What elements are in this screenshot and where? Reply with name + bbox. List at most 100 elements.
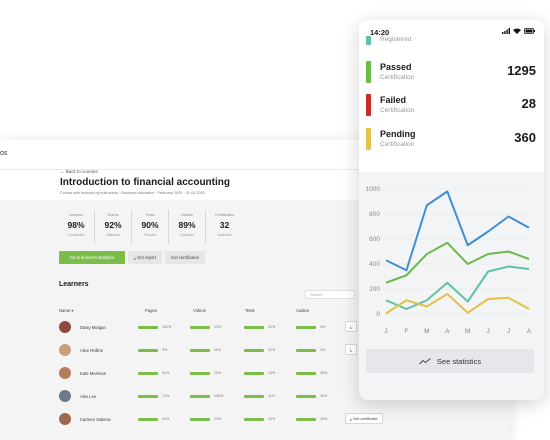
cert-name: Passed xyxy=(380,62,412,72)
y-tick-label: 400 xyxy=(369,261,380,268)
audios-bar xyxy=(296,372,316,375)
back-link-label: Back to courses xyxy=(65,169,98,174)
stat-audios: Audios 89% Listened xyxy=(169,210,206,244)
arrow-left-icon: ← xyxy=(60,169,65,174)
column-videos: Videos xyxy=(193,308,206,313)
x-tick-label: J xyxy=(384,328,387,335)
stat-value: 90% xyxy=(141,220,159,230)
y-tick-label: 600 xyxy=(369,236,380,243)
stat-tests: Tests 90% Passed xyxy=(132,210,169,244)
pages-value: 71% xyxy=(162,394,170,398)
pages-value: 9% xyxy=(162,348,168,352)
pages-value: 41% xyxy=(162,417,170,421)
learner-name: Carmen Valence xyxy=(80,417,111,422)
status-time: 14:20 xyxy=(370,28,390,37)
videos-value: 11% xyxy=(214,348,221,352)
download-icon: ⤓ xyxy=(350,324,352,329)
get-certificate-label: Get certificate xyxy=(352,416,378,421)
cert-passed: Passed Certification 1295 xyxy=(366,61,536,85)
trend-icon xyxy=(419,357,431,364)
audios-bar xyxy=(296,418,316,421)
status-bar: 14:20 xyxy=(359,20,544,42)
table-row[interactable]: Alex Lee 71% 100% 11% 16% xyxy=(59,385,404,408)
pages-bar xyxy=(138,395,158,398)
cert-failed: Failed Certification 28 xyxy=(366,94,536,118)
cert-sub: Certification xyxy=(380,74,415,81)
learner-statistics-button[interactable]: Go to learner's statistics xyxy=(59,251,125,264)
status-icons xyxy=(502,28,535,34)
cert-count: 1295 xyxy=(507,63,536,78)
videos-value: 13% xyxy=(214,325,222,329)
cert-color-stripe xyxy=(366,61,371,83)
videos-bar xyxy=(190,372,210,375)
course-meta: Course with lectures by instructors · Bu… xyxy=(60,191,205,195)
x-tick-label: M xyxy=(465,328,470,335)
pages-bar xyxy=(138,326,158,329)
cert-sub: Registered xyxy=(380,36,412,43)
series-line-1 xyxy=(385,241,530,284)
series-line-3 xyxy=(385,293,530,315)
tests-value: 12% xyxy=(268,325,276,329)
column-name[interactable]: Name ▾ xyxy=(59,308,74,313)
stat-sub: Completed xyxy=(67,233,85,237)
download-icon: ⤓ xyxy=(134,255,138,260)
chart-panel: 0 200 400 600 800 1000 J F M A M J J A See statistics xyxy=(359,172,544,400)
avatar xyxy=(59,413,71,425)
videos-bar xyxy=(190,418,210,421)
learner-name: Kate Morrison xyxy=(80,371,107,376)
tests-bar xyxy=(244,418,264,421)
cert-name: Pending xyxy=(380,129,416,139)
stat-label: Audios xyxy=(181,213,193,217)
desktop-header: os xyxy=(0,140,510,170)
cert-color-stripe xyxy=(366,94,371,116)
column-pages: Pages xyxy=(145,308,157,313)
line-chart: 0 200 400 600 800 1000 J F M A M J J A xyxy=(366,186,532,335)
back-link[interactable]: ← Back to courses xyxy=(60,169,98,174)
x-tick-label: M xyxy=(424,328,429,335)
get-certificates-button[interactable]: Get certificates xyxy=(164,251,205,264)
stat-value: 92% xyxy=(104,220,122,230)
series-line-2 xyxy=(385,265,530,310)
audios-bar xyxy=(296,326,316,329)
tests-bar xyxy=(244,395,264,398)
see-statistics-button[interactable]: See statistics xyxy=(366,349,534,373)
get-report-button[interactable]: ⤓ Get report xyxy=(128,251,162,264)
audios-value: 16% xyxy=(320,394,328,398)
x-tick-label: J xyxy=(507,328,510,335)
videos-bar xyxy=(190,326,210,329)
phone-frame: 14:20 Registered Passed Certification 12… xyxy=(359,20,544,400)
x-tick-label: F xyxy=(404,328,408,335)
avatar xyxy=(59,344,71,356)
get-certificate-button[interactable]: ⤓ xyxy=(345,321,357,332)
stat-videos: Videos 92% Watched xyxy=(95,210,132,244)
videos-value: 13% xyxy=(214,417,222,421)
table-row[interactable]: Carmen Valence 41% 13% 10% 16% ⤓ Get cer… xyxy=(59,408,404,431)
audios-bar xyxy=(296,395,316,398)
audios-value: 4% xyxy=(320,325,326,329)
table-row[interactable]: Daisy Morgan 100% 13% 12% 4% ⤓ xyxy=(59,316,404,339)
stat-sub: Watched xyxy=(106,233,120,237)
cert-color-stripe xyxy=(366,36,371,45)
battery-icon xyxy=(524,28,535,34)
cert-count: 28 xyxy=(521,96,536,111)
table-row[interactable]: Kate Morrison 91% 10% 15% 45% xyxy=(59,362,404,385)
get-certificate-button[interactable]: ⤓ Get certificate xyxy=(345,413,383,424)
stat-value: 32 xyxy=(219,220,230,230)
videos-bar xyxy=(190,349,210,352)
stat-label: Tests xyxy=(145,213,155,217)
cert-sub: Certification xyxy=(380,107,415,114)
table-row[interactable]: Alice Rollins 9% 11% 12% 4% ⤓ xyxy=(59,339,404,362)
tests-bar xyxy=(244,372,264,375)
get-certificate-button[interactable]: ⤓ xyxy=(345,344,357,355)
pages-bar xyxy=(138,349,158,352)
series-line-0 xyxy=(385,190,530,272)
stat-value: 98% xyxy=(67,220,85,230)
tests-value: 11% xyxy=(268,394,275,398)
tests-bar xyxy=(244,326,264,329)
learner-name: Alice Rollins xyxy=(80,348,103,353)
course-title: Introduction to financial accounting xyxy=(60,177,230,188)
search-input[interactable]: Search xyxy=(305,290,355,299)
column-tests: Tests xyxy=(245,308,255,313)
learner-name: Alex Lee xyxy=(80,394,97,399)
audios-value: 16% xyxy=(320,417,328,421)
